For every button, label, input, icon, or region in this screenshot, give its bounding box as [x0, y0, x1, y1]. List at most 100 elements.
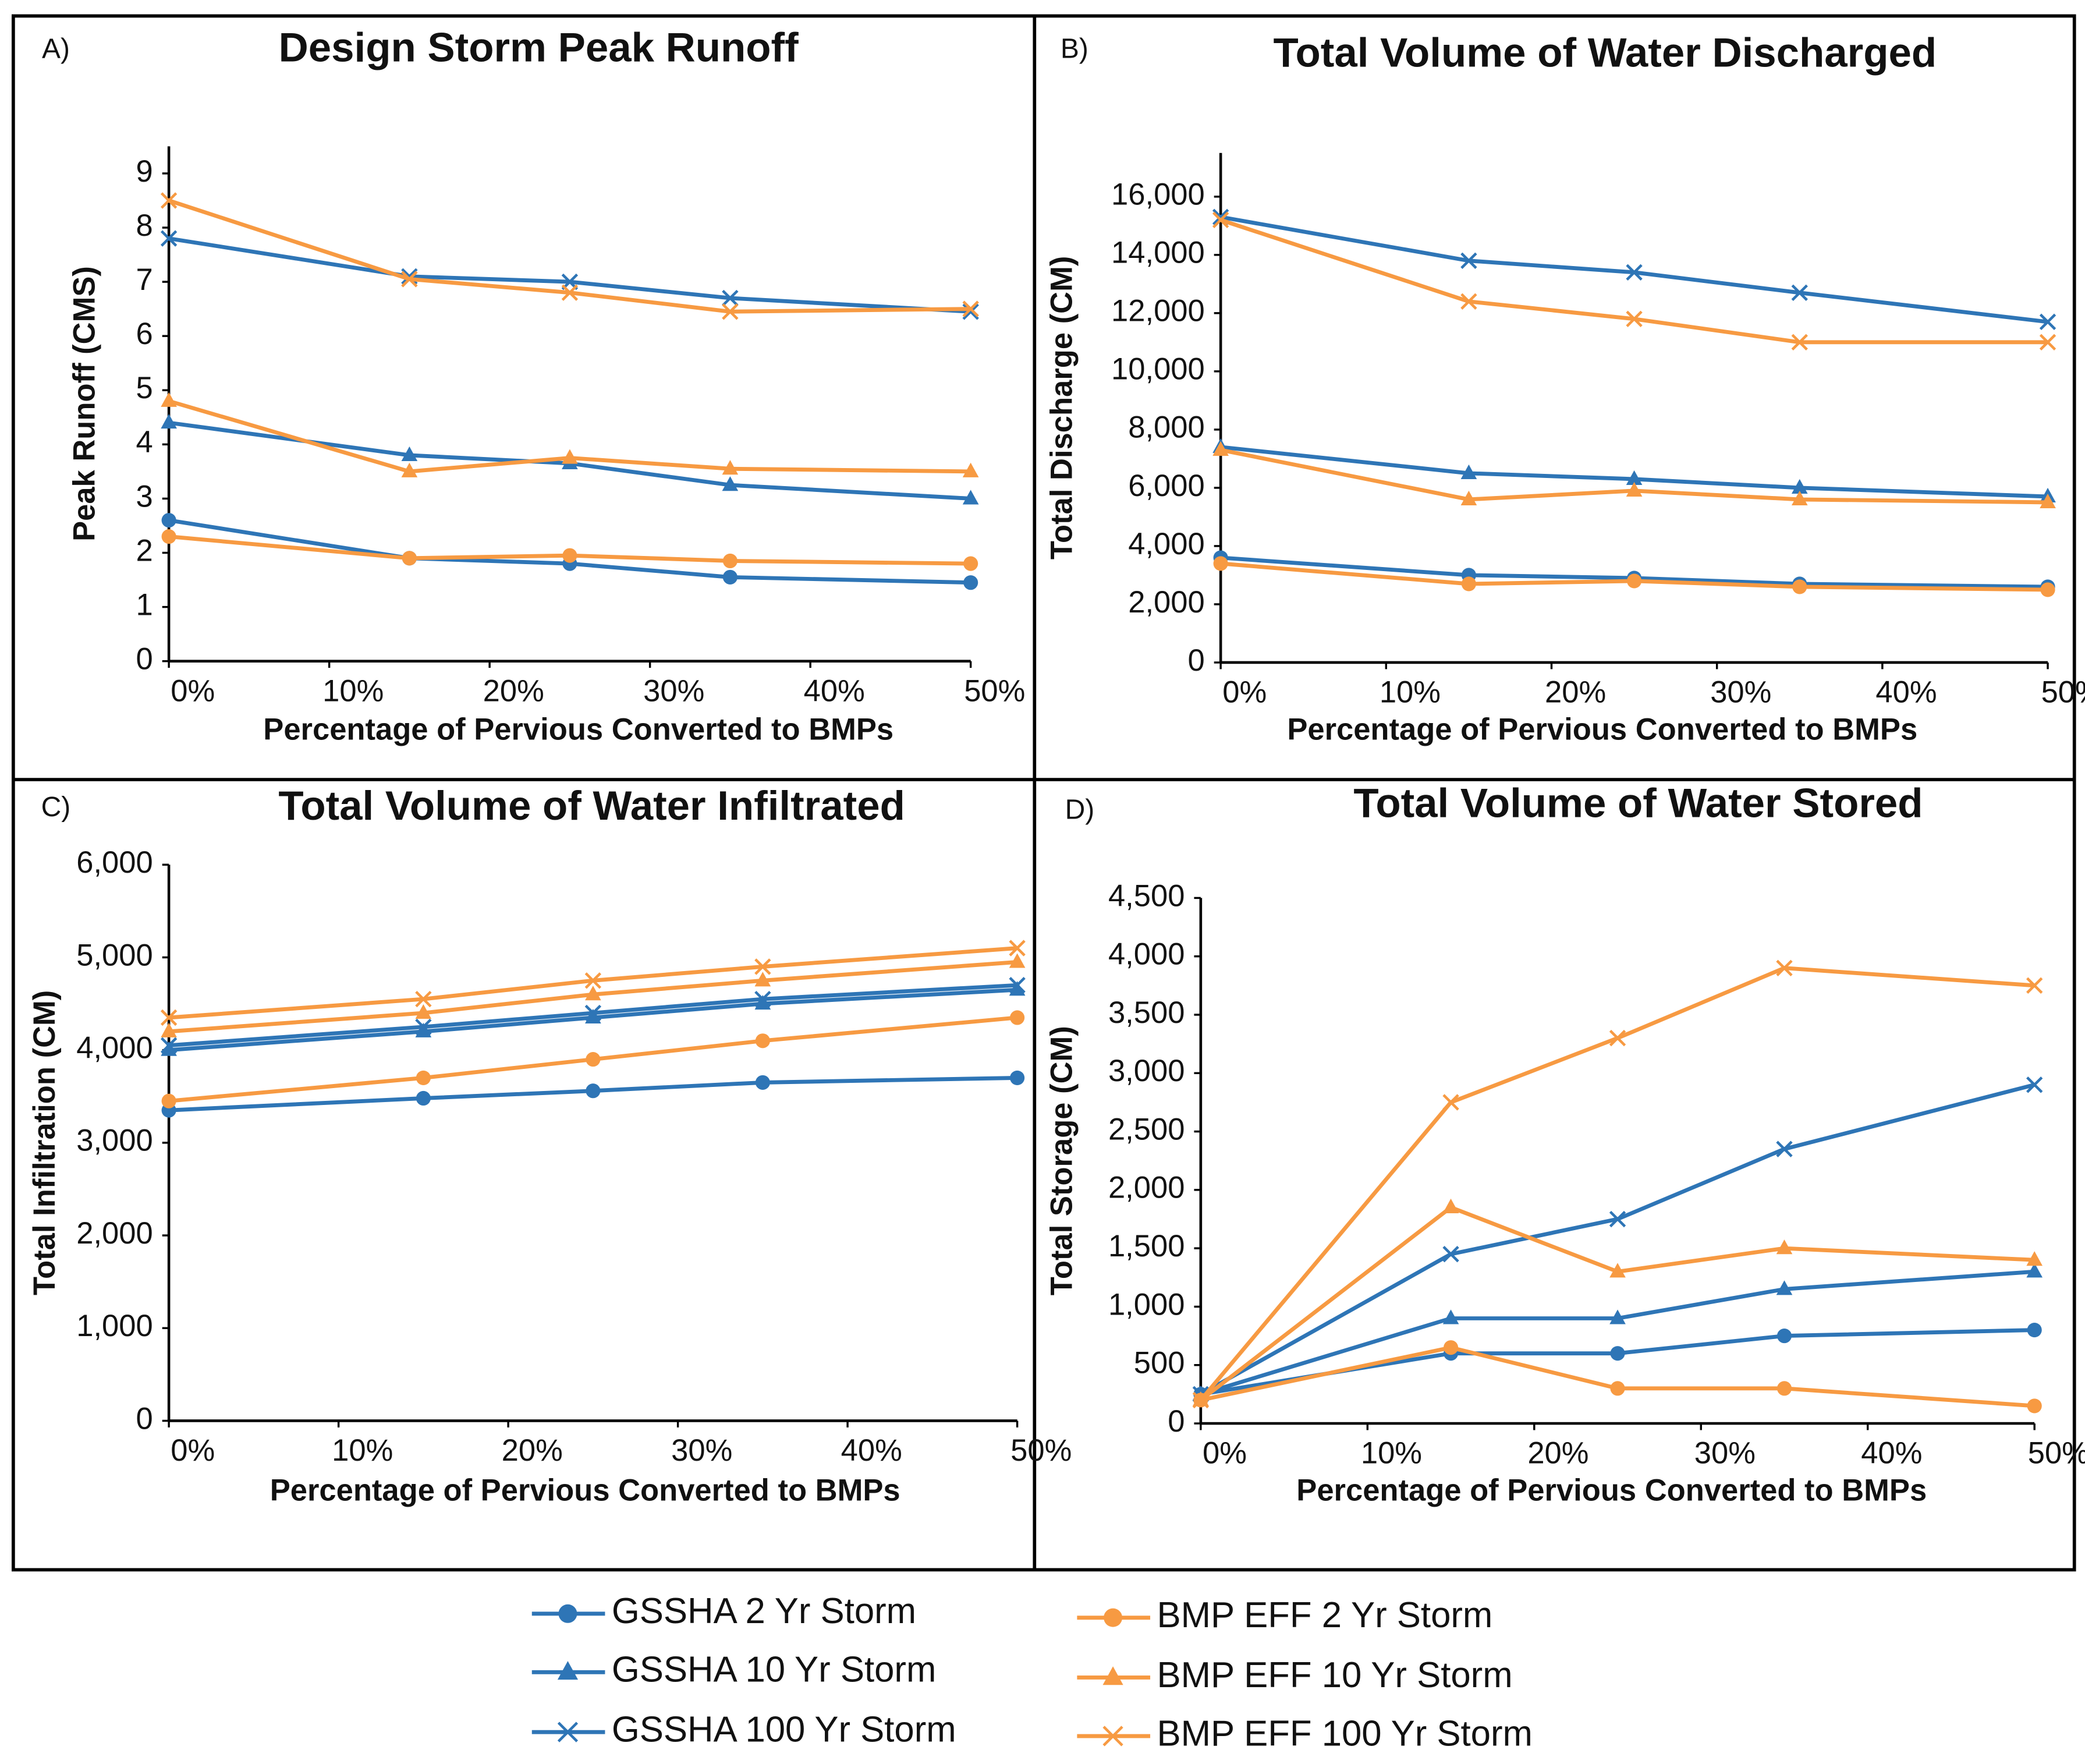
marker: [962, 300, 979, 317]
x-tick-label: 30%: [1710, 675, 1771, 710]
y-axis-title: Total Storage (CM): [1044, 1026, 1079, 1295]
marker: [1010, 1010, 1025, 1025]
marker: [1442, 1309, 1459, 1324]
marker: [722, 460, 739, 475]
marker: [561, 284, 579, 301]
marker: [962, 303, 979, 320]
chart-title: Total Volume of Water Stored: [1353, 780, 1923, 826]
marker: [1010, 1070, 1025, 1086]
marker: [1791, 284, 1808, 302]
marker: [755, 1075, 770, 1090]
marker: [1609, 1309, 1626, 1324]
marker: [722, 569, 737, 585]
marker: [2027, 1322, 2042, 1338]
marker: [1776, 1381, 1792, 1396]
marker: [1442, 1246, 1459, 1263]
marker: [2026, 1263, 2043, 1278]
marker: [160, 230, 178, 247]
y-tick-label: 3,000: [1108, 1054, 1185, 1088]
marker: [160, 1037, 178, 1054]
marker: [161, 1022, 177, 1037]
marker: [415, 1004, 432, 1019]
marker: [1460, 464, 1477, 479]
marker: [1192, 1391, 1210, 1409]
marker: [755, 1033, 770, 1049]
marker: [962, 490, 979, 505]
marker: [1776, 1280, 1793, 1295]
marker: [415, 1022, 432, 1037]
y-tick-label: 9: [136, 154, 153, 189]
x-tick-label: 40%: [1861, 1436, 1922, 1471]
marker: [963, 575, 978, 590]
x-axis-title: Percentage of Pervious Converted to BMPs: [263, 713, 893, 747]
y-tick-label: 500: [1134, 1346, 1185, 1380]
y-tick-label: 4,000: [76, 1031, 153, 1065]
marker: [161, 392, 177, 407]
marker: [557, 1661, 579, 1680]
marker: [160, 192, 178, 209]
marker: [1776, 959, 1793, 976]
y-tick-label: 8,000: [1128, 410, 1204, 445]
panel-label: D): [1065, 795, 1095, 826]
x-tick-label: 50%: [964, 674, 1025, 708]
marker: [562, 449, 578, 464]
x-axis-title: Percentage of Pervious Converted to BMPs: [1296, 1473, 1927, 1508]
marker: [962, 462, 979, 477]
legend-label: BMP EFF 10 Yr Storm: [1157, 1655, 1512, 1695]
x-tick-label: 40%: [1875, 675, 1937, 710]
marker: [415, 990, 432, 1008]
marker: [963, 556, 978, 571]
marker: [1212, 441, 1229, 456]
y-tick-label: 8: [136, 208, 153, 243]
x-tick-label: 40%: [804, 674, 865, 708]
y-tick-label: 14,000: [1111, 236, 1205, 270]
marker: [1102, 1726, 1123, 1747]
marker: [2040, 493, 2056, 508]
x-tick-label: 10%: [332, 1433, 393, 1468]
marker: [584, 1004, 602, 1022]
y-tick-label: 0: [1187, 643, 1204, 678]
marker: [401, 462, 418, 477]
marker: [558, 1604, 577, 1623]
x-tick-label: 30%: [671, 1433, 732, 1468]
marker: [401, 271, 418, 288]
y-axis-title: Peak Runoff (CMS): [67, 266, 101, 541]
marker: [1009, 977, 1026, 994]
legend-label: GSSHA 10 Yr Storm: [612, 1650, 936, 1690]
marker: [401, 446, 418, 462]
marker: [1102, 1666, 1123, 1685]
x-tick-label: 0%: [1203, 1436, 1247, 1471]
y-tick-label: 2,000: [1128, 585, 1204, 619]
marker: [1609, 1263, 1626, 1278]
marker: [161, 1041, 177, 1056]
marker: [1626, 264, 1643, 281]
y-tick-label: 5: [136, 371, 153, 405]
y-tick-label: 1,000: [76, 1309, 153, 1343]
marker: [161, 513, 176, 528]
x-tick-label: 20%: [1527, 1436, 1588, 1471]
marker: [2027, 1398, 2042, 1414]
chart-title: Total Volume of Water Discharged: [1274, 30, 1937, 76]
marker: [160, 1009, 178, 1026]
x-tick-label: 20%: [483, 674, 544, 708]
marker: [161, 1093, 176, 1108]
x-tick-label: 50%: [2028, 1436, 2085, 1471]
marker: [754, 958, 771, 975]
x-tick-label: 10%: [322, 674, 384, 708]
y-tick-label: 6,000: [1128, 469, 1204, 503]
y-tick-label: 2: [136, 533, 153, 568]
marker: [1104, 1608, 1123, 1627]
marker: [1460, 490, 1477, 505]
marker: [754, 972, 771, 987]
y-tick-label: 10,000: [1111, 352, 1205, 387]
marker: [1776, 1239, 1793, 1255]
y-tick-label: 4: [136, 425, 153, 459]
chart-title: Total Volume of Water Infiltrated: [278, 783, 905, 829]
y-tick-label: 4,500: [1108, 879, 1185, 913]
x-tick-label: 40%: [841, 1433, 902, 1468]
legend-label: GSSHA 100 Yr Storm: [612, 1709, 956, 1749]
x-tick-label: 0%: [1222, 675, 1267, 710]
marker: [586, 1052, 601, 1067]
y-tick-label: 2,000: [76, 1216, 153, 1251]
legend-label: BMP EFF 2 Yr Storm: [1157, 1595, 1492, 1635]
